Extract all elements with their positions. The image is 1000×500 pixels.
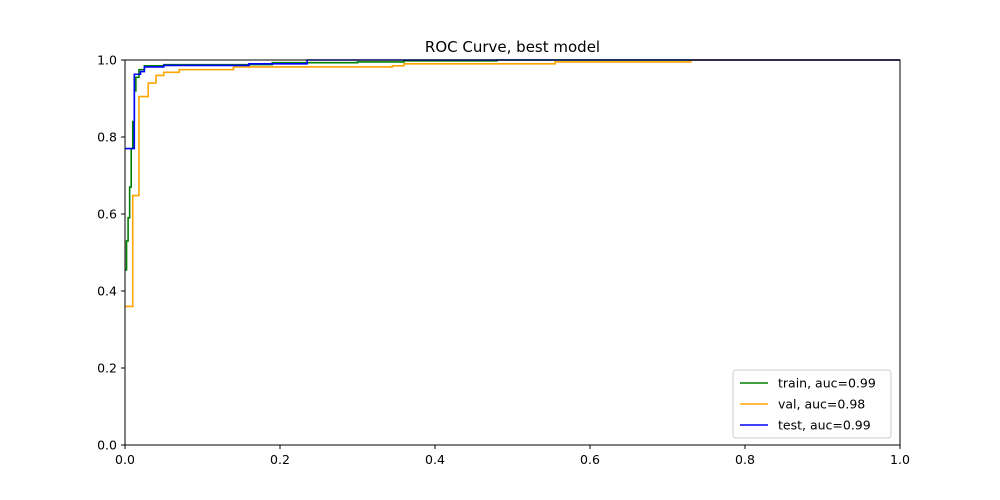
legend-label-0: train, auc=0.99 <box>778 376 876 391</box>
x-tick-label: 0.4 <box>425 452 445 467</box>
legend-box <box>732 369 892 439</box>
chart-title: ROC Curve, best model <box>425 38 600 56</box>
series-line-2 <box>125 59 900 150</box>
axes-frame <box>124 59 901 446</box>
legend: train, auc=0.99 val, auc=0.98 test, auc=0.… <box>732 369 892 439</box>
y-tick-label: 1.0 <box>97 53 117 68</box>
x-tick-label: 0.2 <box>270 452 290 467</box>
plot-area <box>125 59 900 308</box>
y-tick-label: 0.0 <box>97 438 117 453</box>
x-tick-label: 0.8 <box>735 452 755 467</box>
series-line-1 <box>125 59 900 308</box>
legend-label-1: val, auc=0.98 <box>778 397 865 412</box>
series-line-0 <box>125 59 900 271</box>
y-tick-label: 0.6 <box>97 207 117 222</box>
x-tick-label: 1.0 <box>890 452 910 467</box>
y-tick-label: 0.8 <box>97 130 117 145</box>
y-tick-label: 0.2 <box>97 361 117 376</box>
x-tick-label: 0.0 <box>115 452 135 467</box>
legend-label-2: test, auc=0.99 <box>778 418 871 433</box>
x-tick-label: 0.6 <box>580 452 600 467</box>
y-tick-label: 0.4 <box>97 284 117 299</box>
axes: 0.0 0.2 0.4 0.6 0.8 1.0 0.0 0.2 0.4 0.6 0.8 1.0 <box>97 53 910 468</box>
